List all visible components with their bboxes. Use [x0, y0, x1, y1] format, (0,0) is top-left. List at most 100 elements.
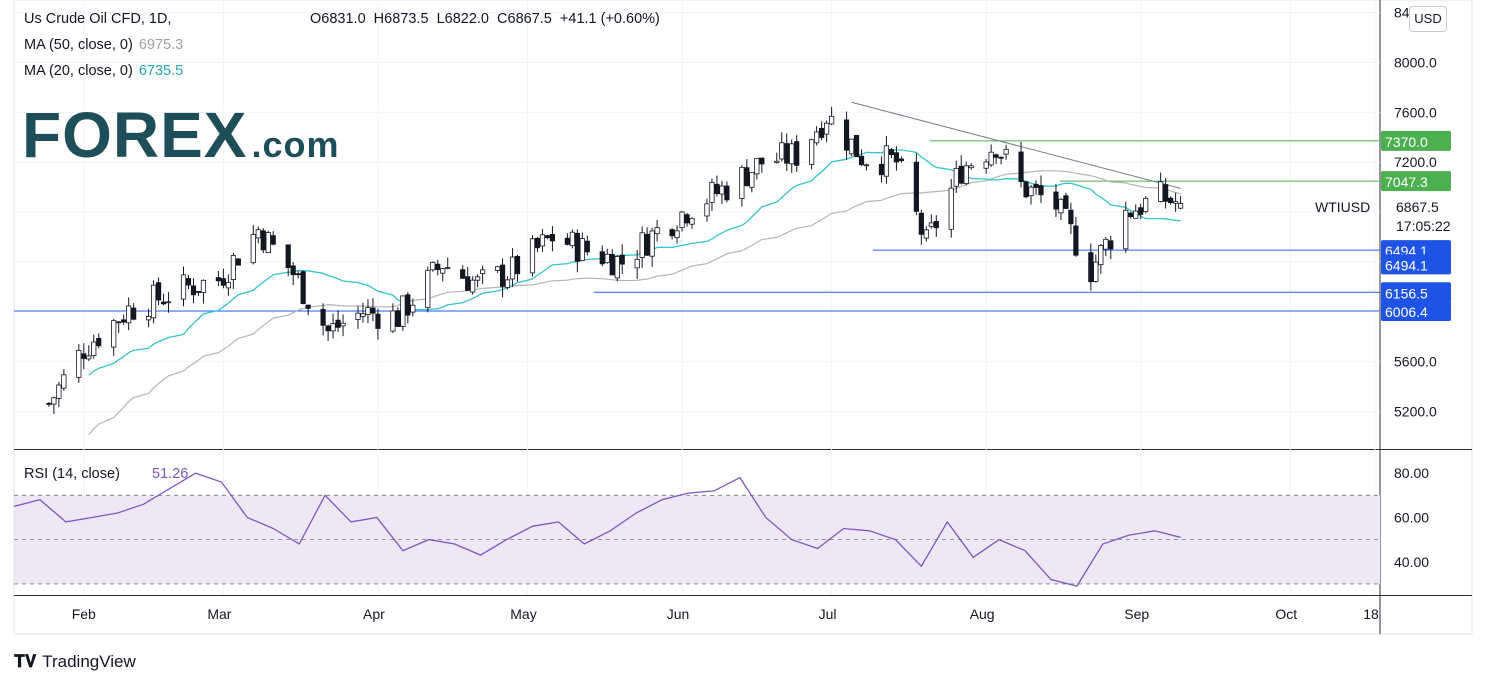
candle-body [579, 238, 585, 261]
level-tag [1381, 171, 1451, 192]
candle-body [91, 341, 97, 357]
candle-body [739, 166, 745, 199]
candle-body [1088, 252, 1094, 283]
candle-body [475, 276, 481, 281]
candle-body [300, 271, 306, 305]
candle-body [744, 167, 750, 187]
candle-body [400, 295, 406, 327]
candle-body [425, 269, 431, 309]
candle-body [779, 142, 785, 160]
candle-body [749, 172, 755, 188]
level-tag-label: 6006.4 [1385, 304, 1428, 320]
candle-body [923, 229, 929, 239]
candle-body [440, 268, 446, 274]
candle-body [390, 310, 396, 332]
candle-body [1128, 212, 1134, 218]
candle-body [918, 212, 924, 235]
symbol-label: WTIUSD [1315, 199, 1370, 215]
tradingview-label: TradingView [42, 652, 136, 671]
candle-body [1177, 203, 1184, 209]
candle-body [639, 232, 645, 258]
candle-body [968, 165, 974, 169]
time-tick-label: Feb [72, 606, 96, 622]
candle-body [669, 229, 675, 237]
candle-body [1063, 195, 1069, 209]
candle-body [893, 152, 900, 163]
candle-body [131, 307, 137, 320]
candle-body [235, 258, 241, 266]
candle-body [190, 285, 197, 296]
logo-text: FOREX [22, 99, 248, 171]
candle-body [430, 261, 436, 271]
candle-body [998, 156, 1004, 159]
candle-body [679, 211, 685, 228]
forex-logo: FOREX .com [22, 98, 340, 172]
candle-body [634, 258, 640, 269]
candle-body [1158, 181, 1164, 202]
candle-body [410, 304, 416, 313]
ohlc-readout: O6831.0 H6873.5 L6822.0 C6867.5 +41.1 (+… [310, 11, 660, 27]
candle-body [340, 322, 346, 327]
rsi-label: RSI (14, close) [24, 466, 120, 482]
candle-body [465, 276, 471, 291]
candle-body [529, 238, 536, 274]
candle-body [370, 307, 376, 314]
candle-body [365, 307, 371, 315]
candle-body [150, 284, 157, 319]
time-tick-label: Jun [667, 606, 690, 622]
candle-body [933, 221, 939, 229]
candle-body [460, 269, 466, 279]
candle-body [185, 278, 192, 286]
candle-body [539, 234, 546, 247]
candle-body [1163, 184, 1169, 202]
last-price-label: 6867.5 [1396, 199, 1439, 215]
candle-body [509, 256, 516, 280]
ma50-label: MA (50, close, 0) [24, 37, 133, 53]
candle-body [121, 319, 127, 323]
candle-body [1023, 181, 1029, 198]
rsi-tick-label: 40.00 [1394, 554, 1429, 570]
candle-body [470, 279, 476, 293]
candles-group [46, 106, 1184, 414]
price-tick-label: 5600.0 [1394, 354, 1437, 370]
candle-body [794, 141, 800, 166]
candle-body [853, 135, 860, 158]
candle-body [958, 165, 964, 184]
candle-body [375, 313, 381, 329]
candle-body [51, 397, 57, 405]
candle-body [789, 143, 795, 165]
candle-body [913, 161, 919, 212]
candle-body [46, 402, 52, 405]
candle-body [360, 313, 366, 317]
candle-body [809, 139, 815, 165]
candle-body [988, 151, 994, 166]
candle-body [534, 237, 541, 249]
candle-body [953, 167, 959, 187]
time-tick-label: Jul [819, 606, 837, 622]
candle-body [549, 234, 556, 242]
candle-body [883, 145, 890, 177]
candle-body [689, 217, 695, 225]
rsi-line [13, 472, 1181, 587]
candle-body [435, 263, 441, 271]
price-tick-label: 8000.0 [1394, 54, 1437, 70]
candle-body [829, 115, 835, 125]
candle-body [1033, 183, 1039, 188]
candle-body [784, 143, 790, 164]
candle-body [674, 230, 680, 239]
candle-body [504, 279, 511, 288]
candle-body [290, 265, 296, 276]
candle-body [1172, 201, 1179, 204]
candle-body [1168, 197, 1174, 204]
currency-button[interactable]: USD [1409, 6, 1447, 32]
candle-body [1028, 186, 1034, 197]
candle-body [814, 131, 820, 144]
candle-body [604, 253, 610, 264]
candle-body [654, 227, 660, 235]
candle-body [719, 185, 725, 195]
candle-body [983, 161, 989, 169]
candle-body [863, 164, 870, 167]
candle-body [155, 282, 162, 301]
candle-body [514, 255, 521, 275]
candle-body [1053, 191, 1059, 210]
